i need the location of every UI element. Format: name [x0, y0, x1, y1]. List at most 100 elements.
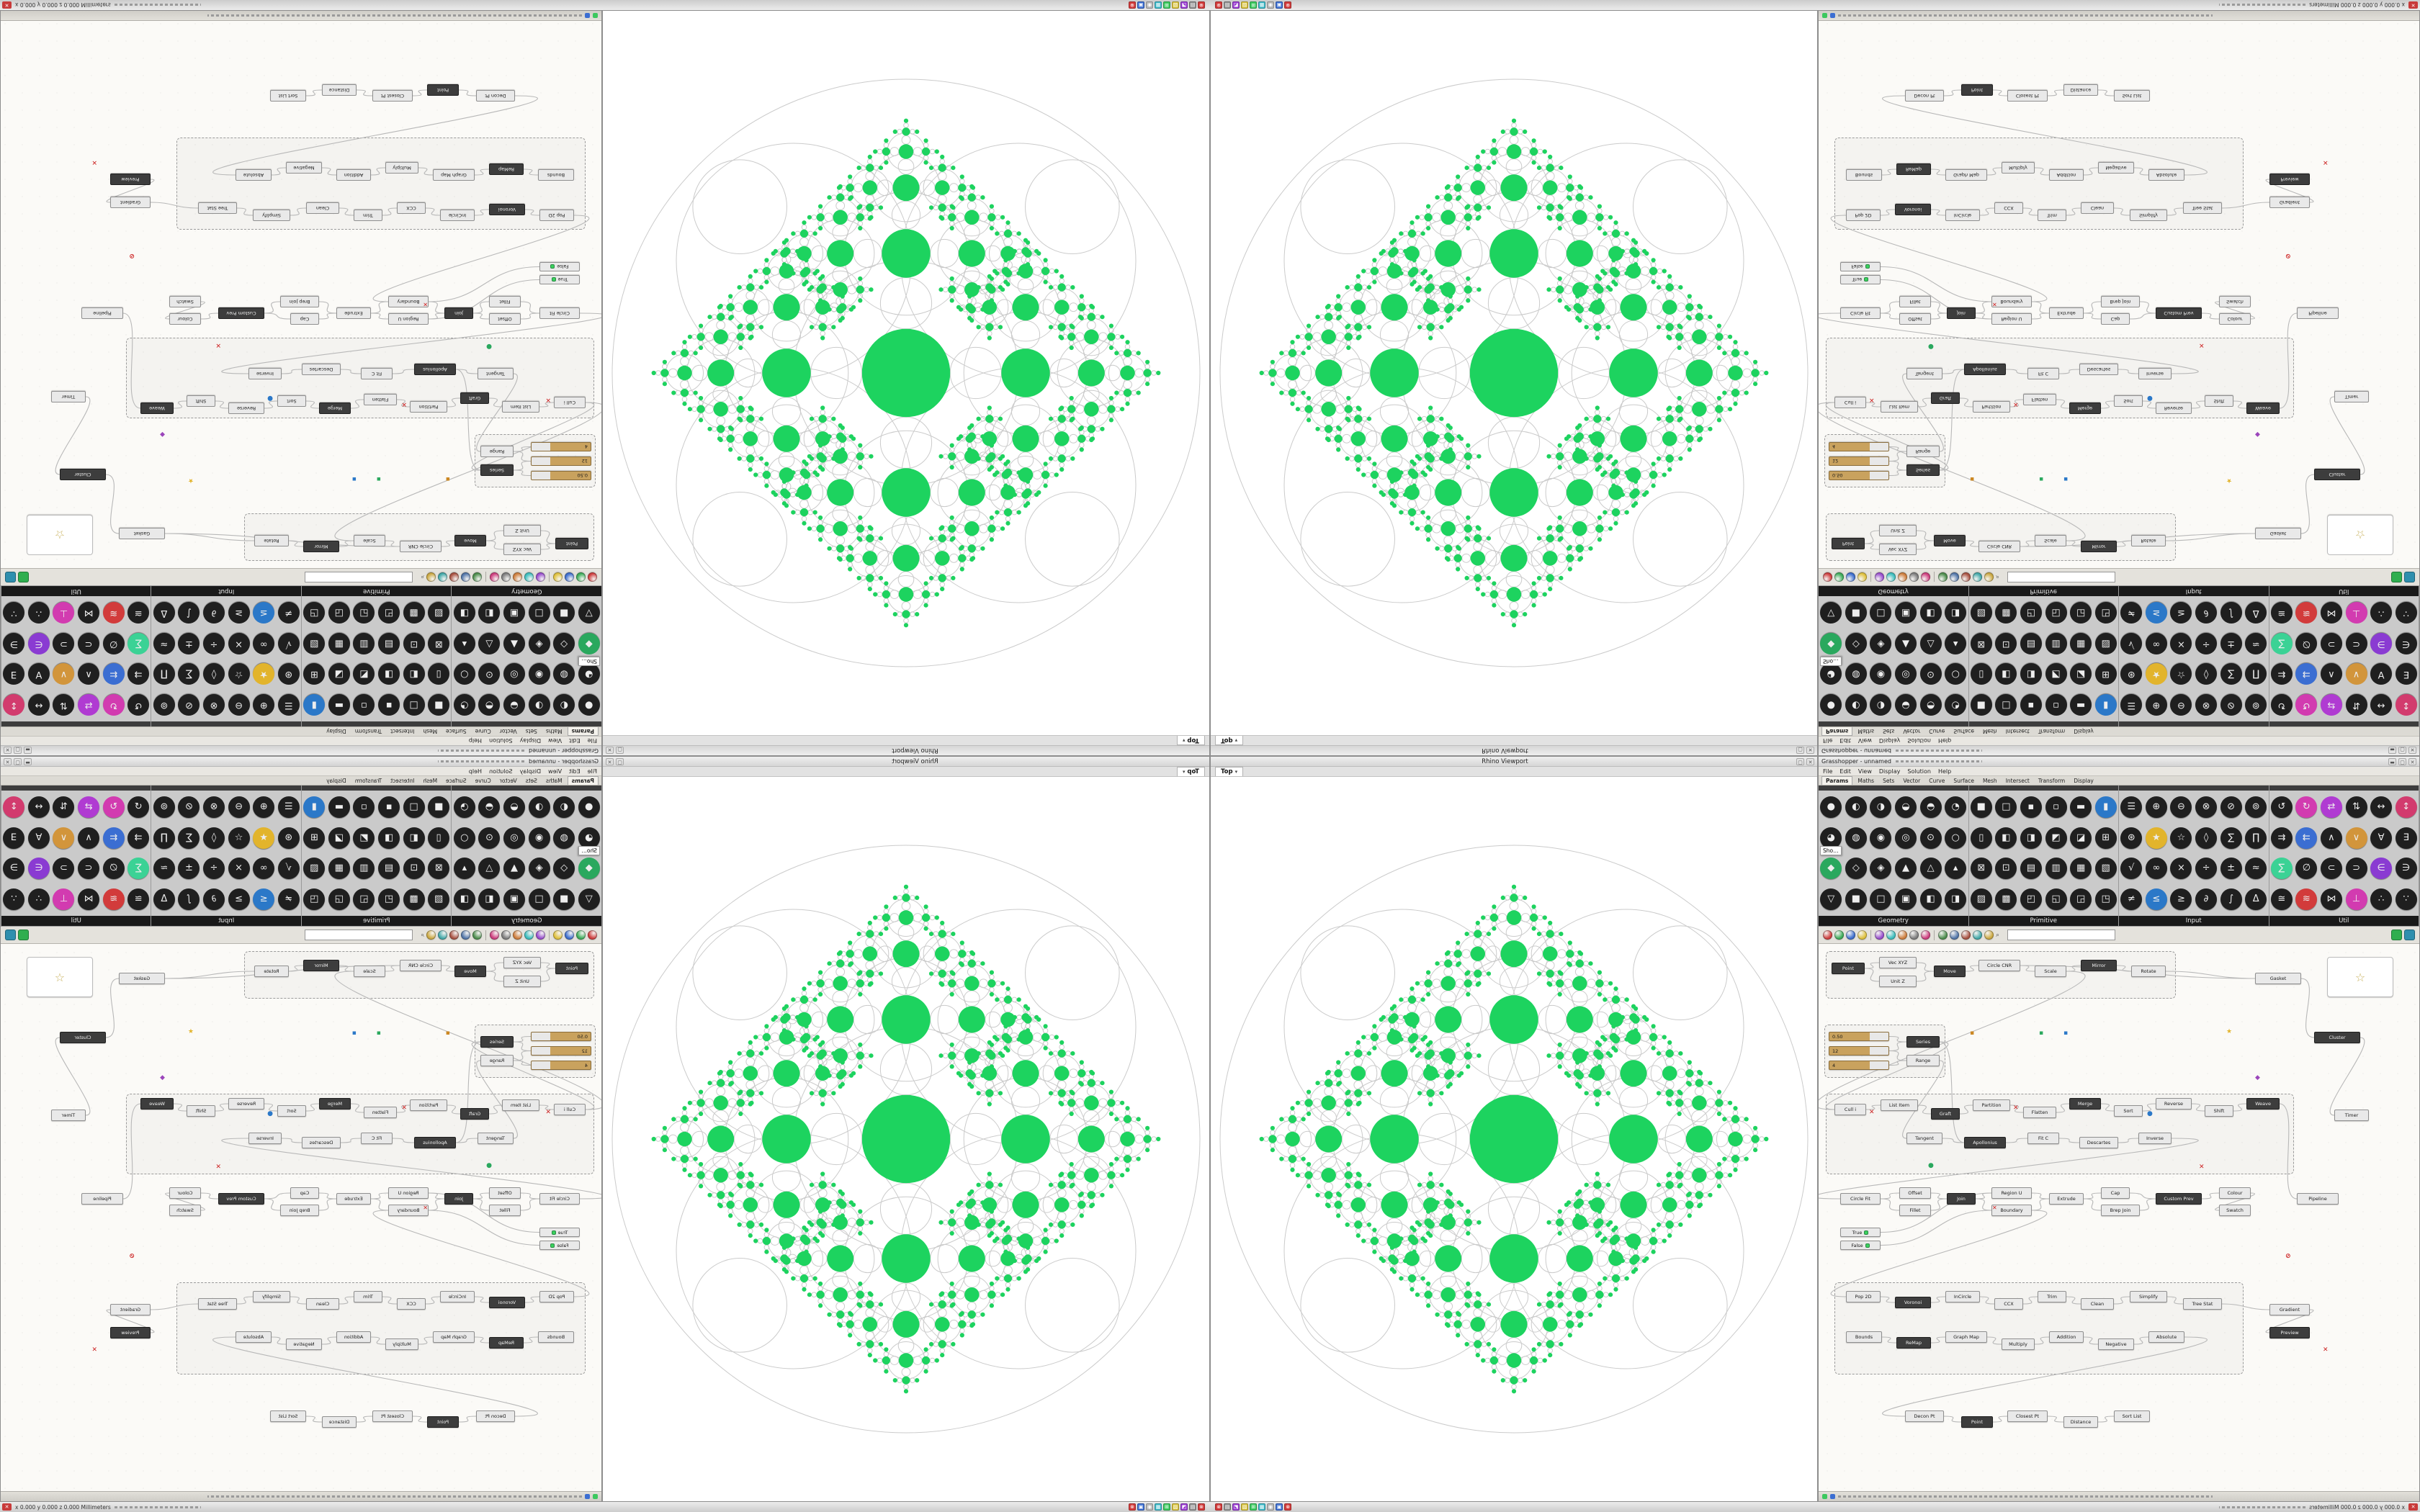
- palette-icon[interactable]: ≤: [2145, 602, 2167, 624]
- palette-icon[interactable]: ∫: [178, 602, 200, 624]
- palette-icon[interactable]: ◨: [1945, 888, 1967, 910]
- gh-node-offset[interactable]: Offset: [1899, 1187, 1931, 1199]
- toolbar-icon[interactable]: [461, 930, 470, 940]
- grasshopper-canvas[interactable]: Point Vec XYZ Unit Z Move Circle CNR Scale Mir…: [1819, 944, 2419, 1491]
- palette-icon[interactable]: ⊛: [277, 827, 300, 849]
- palette-icon[interactable]: ⊙: [1919, 827, 1942, 849]
- gh-node-absolute[interactable]: Absolute: [236, 1331, 272, 1343]
- palette-icon[interactable]: ◒: [1895, 693, 1917, 716]
- palette-icon[interactable]: ∵: [2395, 602, 2417, 624]
- palette-icon[interactable]: ∀: [2370, 827, 2393, 849]
- gh-node-series[interactable]: Series: [480, 464, 514, 476]
- gh-node-simplify[interactable]: Simplify: [2130, 210, 2167, 221]
- menu-help[interactable]: Help: [1937, 768, 1952, 775]
- gh-node-sort-list[interactable]: Sort List: [2114, 90, 2150, 102]
- tab-transform[interactable]: Transform: [354, 728, 382, 734]
- gh-node-remap[interactable]: ReMap: [1896, 1337, 1931, 1349]
- palette-icon[interactable]: ÷: [2195, 858, 2218, 880]
- palette-icon[interactable]: ◱: [2045, 888, 2067, 910]
- gh-node-descartes[interactable]: Descartes: [2079, 364, 2118, 375]
- gh-node-list-item[interactable]: List Item: [1881, 401, 1918, 413]
- toolbar-icon[interactable]: [472, 572, 482, 582]
- palette-icon[interactable]: ○: [1945, 827, 1967, 849]
- gh-node-circle-fit[interactable]: Circle Fit: [1840, 1193, 1881, 1205]
- palette-icon[interactable]: ▧: [303, 858, 326, 880]
- gh-node-pipeline[interactable]: Pipeline: [2297, 307, 2339, 319]
- gh-node-12[interactable]: 12: [531, 456, 591, 466]
- palette-icon[interactable]: ◲: [2070, 888, 2092, 910]
- palette-icon[interactable]: Δ: [153, 602, 175, 624]
- palette-icon[interactable]: ◈: [528, 632, 550, 654]
- minimize-button[interactable]: ▬: [24, 757, 32, 765]
- gh-node-tree-stat[interactable]: Tree Stat: [198, 1298, 237, 1310]
- tab-transform[interactable]: Transform: [2038, 778, 2066, 784]
- gh-node-brep-join[interactable]: Brep Join: [2101, 296, 2140, 307]
- gh-node-pop-2d[interactable]: Pop 2D: [1846, 210, 1881, 221]
- palette-icon[interactable]: ■: [1970, 796, 1992, 819]
- tray-white-icon[interactable]: ◉: [1146, 1503, 1153, 1511]
- tab-params[interactable]: Params: [567, 727, 599, 736]
- palette-icon[interactable]: ◓: [1919, 796, 1942, 819]
- palette-icon[interactable]: ▴: [453, 858, 475, 880]
- gh-node-reverse[interactable]: Reverse: [2156, 402, 2192, 414]
- toolbar-icon[interactable]: [501, 930, 511, 940]
- gh-node-inverse[interactable]: Inverse: [2138, 368, 2172, 379]
- palette-icon[interactable]: ⊘: [178, 796, 200, 819]
- toolbar-toggle[interactable]: [5, 930, 16, 940]
- tab-mesh[interactable]: Mesh: [1982, 728, 1997, 734]
- tab-sets[interactable]: Sets: [525, 728, 537, 734]
- gh-node-cull-i[interactable]: Cull i: [1834, 1104, 1866, 1115]
- gh-node-tangent[interactable]: Tangent: [478, 368, 514, 379]
- palette-icon[interactable]: ◆: [578, 858, 600, 880]
- minimize-button[interactable]: ▬: [24, 747, 32, 755]
- palette-icon[interactable]: □: [1870, 602, 1892, 624]
- toolbar-icon[interactable]: [1857, 572, 1867, 582]
- gh-node-addition[interactable]: Addition: [336, 1331, 371, 1343]
- palette-icon[interactable]: ∏: [2245, 663, 2267, 685]
- tab-surface[interactable]: Surface: [1953, 728, 1974, 734]
- gh-node-merge[interactable]: Merge: [319, 402, 351, 414]
- tray-purple-icon[interactable]: ◩: [1180, 1, 1188, 9]
- palette-icon[interactable]: √: [2120, 858, 2143, 880]
- tray-teal-icon[interactable]: ▦: [1258, 1, 1265, 9]
- palette-icon[interactable]: ≤: [253, 602, 275, 624]
- close-icon[interactable]: ✕: [2408, 1, 2418, 9]
- gh-node-region-u[interactable]: Region U: [388, 1187, 429, 1199]
- palette-icon[interactable]: ∞: [2145, 632, 2167, 654]
- gh-node-mirror[interactable]: Mirror: [2081, 960, 2117, 971]
- palette-icon[interactable]: ⊃: [53, 858, 75, 880]
- palette-icon[interactable]: ⊥: [53, 888, 75, 910]
- palette-icon[interactable]: ▦: [2070, 632, 2092, 654]
- palette-icon[interactable]: ▥: [2045, 858, 2067, 880]
- gh-node-rotate[interactable]: Rotate: [254, 535, 289, 546]
- gh-node-mirror[interactable]: Mirror: [303, 960, 339, 971]
- palette-icon[interactable]: ↺: [2270, 693, 2293, 716]
- gh-node-0-50[interactable]: 0.50: [1829, 471, 1889, 480]
- palette-icon[interactable]: ∵: [3, 602, 25, 624]
- gh-node-shift[interactable]: Shift: [2205, 1105, 2233, 1117]
- gh-node-scale[interactable]: Scale: [2035, 966, 2066, 977]
- gh-node-colour[interactable]: Colour: [169, 313, 201, 325]
- gh-node-bounds[interactable]: Bounds: [538, 169, 574, 181]
- palette-icon[interactable]: ⊘: [2220, 693, 2242, 716]
- palette-icon[interactable]: ⊡: [1995, 632, 2017, 654]
- palette-icon[interactable]: ÷: [202, 632, 225, 654]
- gh-node-region-u[interactable]: Region U: [1991, 1187, 2032, 1199]
- close-button[interactable]: ✕: [2408, 747, 2416, 755]
- gh-node-descartes[interactable]: Descartes: [2079, 1137, 2118, 1148]
- palette-icon[interactable]: ■: [1970, 693, 1992, 716]
- menu-solution[interactable]: Solution: [489, 768, 513, 775]
- viewport-canvas[interactable]: [1211, 777, 1817, 1501]
- tab-display[interactable]: Display: [2074, 778, 2094, 784]
- gh-node-shift[interactable]: Shift: [2205, 395, 2233, 407]
- gh-node-12[interactable]: 12: [1829, 1046, 1889, 1056]
- palette-icon[interactable]: ▩: [403, 602, 425, 624]
- gh-node-unit-z[interactable]: Unit Z: [503, 976, 541, 987]
- tab-curve[interactable]: Curve: [475, 728, 491, 734]
- menu-edit[interactable]: Edit: [1839, 768, 1851, 775]
- tab-display[interactable]: Display: [326, 728, 346, 734]
- toolbar-icon[interactable]: [490, 930, 499, 940]
- palette-icon[interactable]: ◊: [2195, 827, 2218, 849]
- gh-node-range[interactable]: Range: [1906, 1055, 1940, 1066]
- palette-icon[interactable]: ◩: [353, 663, 375, 685]
